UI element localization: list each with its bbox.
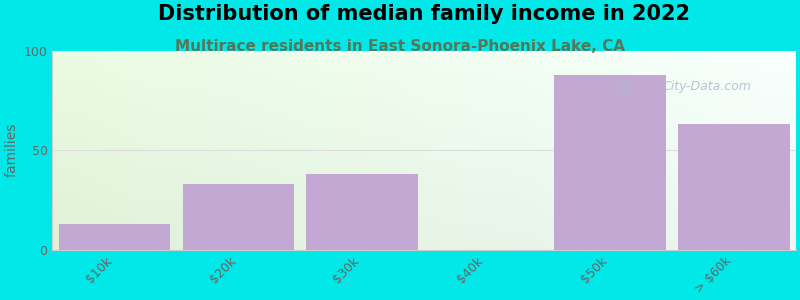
Bar xyxy=(678,124,790,250)
Bar xyxy=(306,174,418,250)
Text: City-Data.com: City-Data.com xyxy=(662,80,751,93)
Text: Multirace residents in East Sonora-Phoenix Lake, CA: Multirace residents in East Sonora-Phoen… xyxy=(175,39,625,54)
Y-axis label: families: families xyxy=(4,123,18,177)
Text: @: @ xyxy=(617,79,633,94)
Title: Distribution of median family income in 2022: Distribution of median family income in … xyxy=(158,4,690,24)
Bar xyxy=(554,75,666,250)
Bar xyxy=(182,184,294,250)
Bar xyxy=(58,224,170,250)
